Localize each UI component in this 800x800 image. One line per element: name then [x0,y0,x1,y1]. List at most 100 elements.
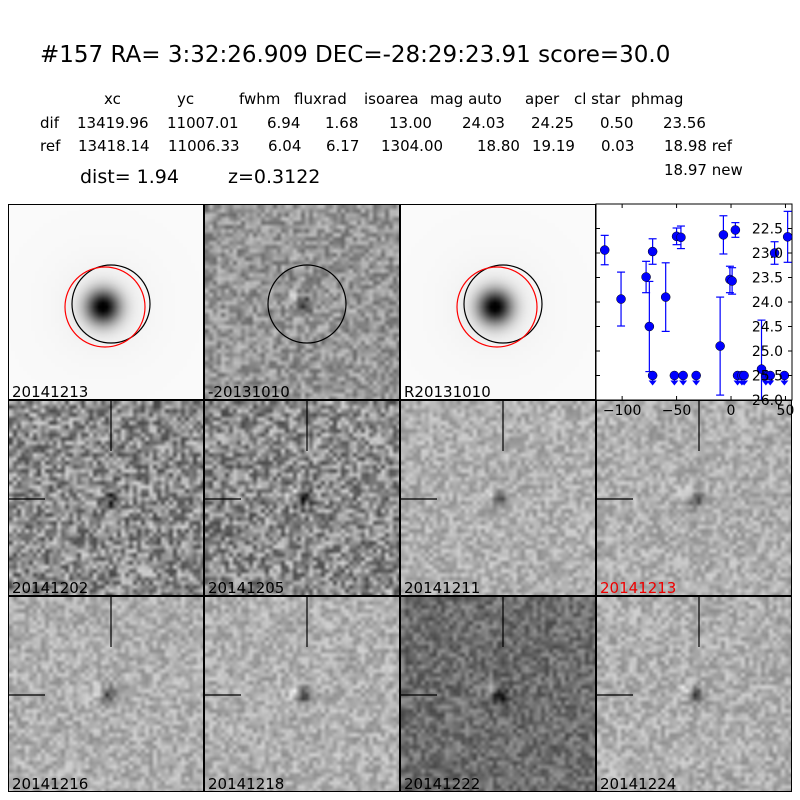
detection-aperture-circle [71,264,151,344]
image-stamp: 20141224 [596,596,792,792]
stamp-date-label: 20141205 [208,579,285,596]
cell-value: 11007.01 [167,114,239,132]
data-point [676,232,686,243]
image-stamp: 20141202 [8,400,204,596]
column-header: fwhm [239,90,281,108]
cell-value: 18.98 ref [664,137,733,155]
column-header: isoarea [364,90,419,108]
column-header: cl star [574,90,621,108]
stamp-image [401,401,595,595]
stamp-image [401,597,595,791]
upper-limit-point [669,370,680,381]
stamp-image [9,401,203,595]
y-tick-label: 23.5 [752,271,783,287]
cell-value: 19.19 [532,137,575,155]
cell-value: 24.25 [531,114,574,132]
data-point [715,341,725,351]
upper-limit-arrowhead [780,380,789,386]
cell-value: 0.50 [600,114,634,132]
cell-value: 11006.33 [168,137,240,155]
upper-limit-point [765,370,775,381]
stamp-image [205,597,399,791]
stamp-date-label: 20141218 [208,775,285,792]
column-header: xc [104,90,121,108]
stamp-image [9,205,203,399]
x-tick-label: −100 [603,403,641,419]
reference-aperture-circle [64,266,146,348]
detection-aperture-circle [267,264,347,344]
data-point [769,248,780,258]
data-point [730,225,741,235]
row-label: dif [40,114,59,132]
image-stamp: 20141211 [400,400,596,596]
upper-limit-point [691,370,701,381]
cell-value: 23.56 [663,114,706,132]
y-tick-label: 25.5 [752,369,783,385]
upper-limit-point [647,370,658,381]
upper-limit-arrowhead [648,380,657,386]
column-header: fluxrad [294,90,347,108]
data-point [641,272,651,282]
y-tick-label: 25.0 [752,344,783,360]
cell-value: 6.04 [268,137,302,155]
column-header: mag auto [430,90,502,108]
dist-value: dist= 1.94 [80,166,179,188]
cell-value: 18.80 [477,137,520,155]
image-stamp: 20141213 [8,204,204,400]
stamp-date-label: -20131010 [208,383,290,400]
upper-limit-arrowhead [670,380,679,386]
stamp-date-label: 20141224 [600,775,677,792]
data-point [756,364,767,374]
upper-limit-point [739,370,749,381]
cell-value: 1.68 [325,114,359,132]
stamp-date-label: 20141222 [404,775,481,792]
upper-limit-arrowhead [766,380,775,386]
upper-limit-arrowhead [679,380,688,386]
stamp-date-label: 20141216 [12,775,89,792]
detection-aperture-circle [463,264,543,344]
stamp-image [205,401,399,595]
cell-value: 1304.00 [381,137,444,155]
data-point [718,230,729,240]
upper-limit-arrowhead [692,380,701,386]
stamp-date-label: 20141213 [600,579,677,596]
y-tick-label: 23.0 [752,246,783,262]
stamp-image [401,205,595,399]
cell-value: 6.94 [267,114,301,132]
cell-value: 13419.96 [77,114,149,132]
cell-value: 13.00 [389,114,432,132]
data-point [660,292,671,302]
cell-value: 6.17 [326,137,360,155]
data-point [599,245,610,255]
data-point [616,294,626,304]
stamp-image [597,597,791,791]
image-stamp: 20141222 [400,596,596,792]
image-stamp: 20141216 [8,596,204,792]
x-tick-label: 50 [777,403,795,419]
stamp-image [205,205,399,399]
data-point [647,246,658,257]
image-stamp: -20131010 [204,204,400,400]
column-header: aper [525,90,560,108]
image-stamp: 20141205 [204,400,400,596]
reference-aperture-circle [456,266,538,348]
stamp-date-label: 20141202 [12,579,89,596]
new-phmag: 18.97 new [664,161,743,179]
y-tick-label: 26.0 [752,393,783,409]
upper-limit-arrowhead [740,380,749,386]
y-tick-label: 22.5 [752,222,783,238]
column-header: yc [177,90,195,108]
cell-value: 13418.14 [78,137,150,155]
image-stamp: R20131010 [400,204,596,400]
image-stamp: 20141218 [204,596,400,792]
y-tick-label: 24.0 [752,295,783,311]
stamp-date-label: 20141211 [404,579,481,596]
data-point [644,321,655,332]
upper-limit-point [678,370,688,381]
x-tick-label: −50 [662,403,692,419]
data-point [782,232,793,242]
light-curve-plot: 22.5 23.0 23.5 24.0 24.5 25.0 25.5 26.0 −100 −50 0… [595,203,795,419]
column-header: phmag [631,90,684,108]
x-tick-label: 0 [727,403,736,419]
stamp-image [597,401,791,595]
